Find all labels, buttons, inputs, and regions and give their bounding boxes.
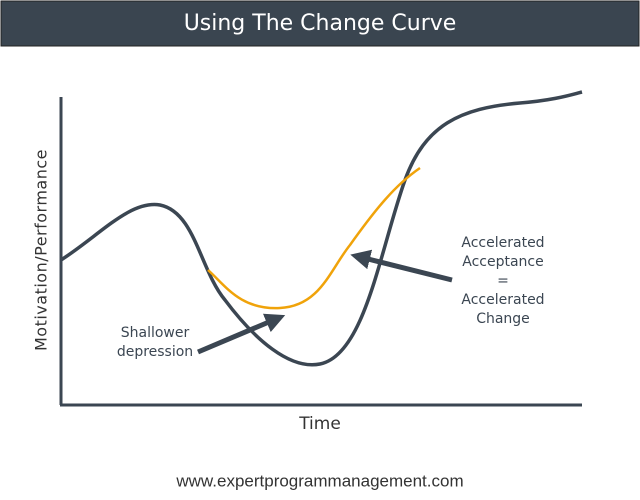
change-curve (60, 90, 583, 367)
annotation: depression (117, 344, 193, 360)
title: Using The Change Curve (184, 11, 457, 36)
arrow (197, 313, 286, 355)
annotation: Accelerated (461, 292, 544, 308)
annotation: Change (476, 311, 530, 327)
annotation: Shallower (121, 325, 190, 341)
x-axis-label: Time (298, 414, 341, 434)
footer-url: www.expertprogrammanagement.com (175, 471, 463, 490)
annotation: = (497, 273, 509, 289)
annotation: Accelerated (461, 235, 544, 251)
title-bar (0, 0, 640, 47)
annotation: Acceptance (462, 254, 543, 270)
y-axis-label: Motivation/Performance (32, 149, 51, 351)
arrow (350, 249, 453, 283)
accelerated-curve (207, 166, 421, 310)
